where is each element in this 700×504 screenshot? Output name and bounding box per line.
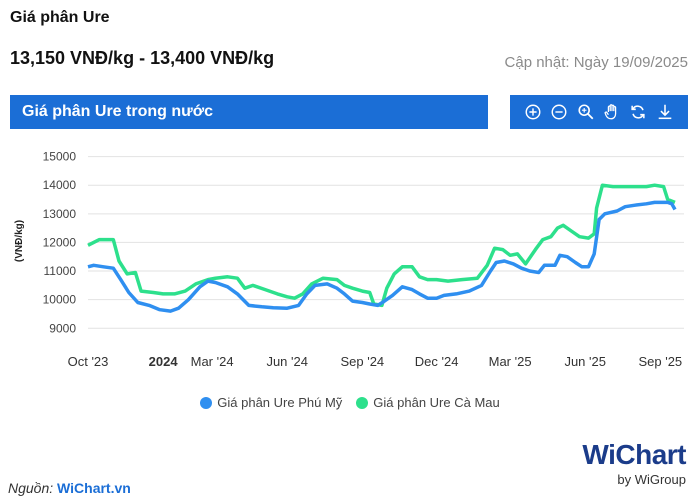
legend-item-phu-my[interactable]: Giá phân Ure Phú Mỹ	[200, 395, 342, 410]
series-line-phu-my	[87, 200, 677, 313]
y-tick-label: 15000	[43, 150, 77, 164]
x-tick-label: Dec '24	[415, 354, 459, 369]
legend-marker-phu-my	[200, 396, 213, 409]
legend-label-ca-mau: Giá phân Ure Cà Mau	[373, 395, 500, 410]
x-tick-label: Jun '25	[564, 354, 606, 369]
logo-byline: by WiGroup	[617, 472, 686, 487]
chart-panel-title: Giá phân Ure trong nước	[10, 95, 488, 129]
pan-hand-icon[interactable]	[602, 102, 622, 122]
download-icon[interactable]	[655, 102, 675, 122]
magnify-icon[interactable]	[576, 102, 596, 122]
x-tick-label: 2024	[149, 354, 179, 369]
updated-date: Cập nhật: Ngày 19/09/2025	[504, 54, 688, 71]
source-link[interactable]: WiChart.vn	[57, 480, 131, 496]
series-line-ca-mau	[87, 183, 676, 308]
x-tick-label: Mar '24	[191, 354, 234, 369]
x-tick-label: Sep '25	[638, 354, 682, 369]
x-tick-label: Sep '24	[340, 354, 384, 369]
source-credit: Nguồn: WiChart.vn	[8, 480, 131, 496]
reset-icon[interactable]	[628, 102, 648, 122]
legend-marker-ca-mau	[356, 396, 369, 409]
price-range: 13,150 VNĐ/kg - 13,400 VNĐ/kg	[10, 48, 275, 68]
y-axis-label: (VNĐ/kg)	[14, 220, 25, 262]
y-tick-label: 9000	[49, 321, 76, 335]
logo-wordmark: WiChart	[582, 439, 686, 470]
y-tick-label: 13000	[43, 207, 77, 221]
x-tick-label: Jun '24	[266, 354, 308, 369]
y-tick-label: 11000	[44, 264, 77, 278]
zoom-in-icon[interactable]	[523, 102, 543, 122]
y-tick-label: 10000	[43, 293, 77, 307]
legend-item-ca-mau[interactable]: Giá phân Ure Cà Mau	[356, 395, 500, 410]
legend-label-phu-my: Giá phân Ure Phú Mỹ	[217, 395, 343, 410]
chart-toolbar	[510, 95, 688, 129]
x-tick-label: Mar '25	[489, 354, 532, 369]
x-tick-label: Oct '23	[68, 354, 109, 369]
price-line-chart: 9000 10000 11000 12000 13000 14000 15000 (VNĐ/k…	[14, 150, 684, 369]
y-tick-label: 12000	[43, 235, 77, 249]
y-tick-label: 14000	[43, 178, 77, 192]
wichart-logo: WiChart by WiGroup	[582, 439, 686, 488]
chart-legend: Giá phân Ure Phú Mỹ Giá phân Ure Cà Mau	[0, 395, 700, 410]
zoom-out-icon[interactable]	[549, 102, 569, 122]
source-label: Nguồn:	[8, 480, 54, 496]
page-title: Giá phân Ure	[10, 9, 110, 26]
